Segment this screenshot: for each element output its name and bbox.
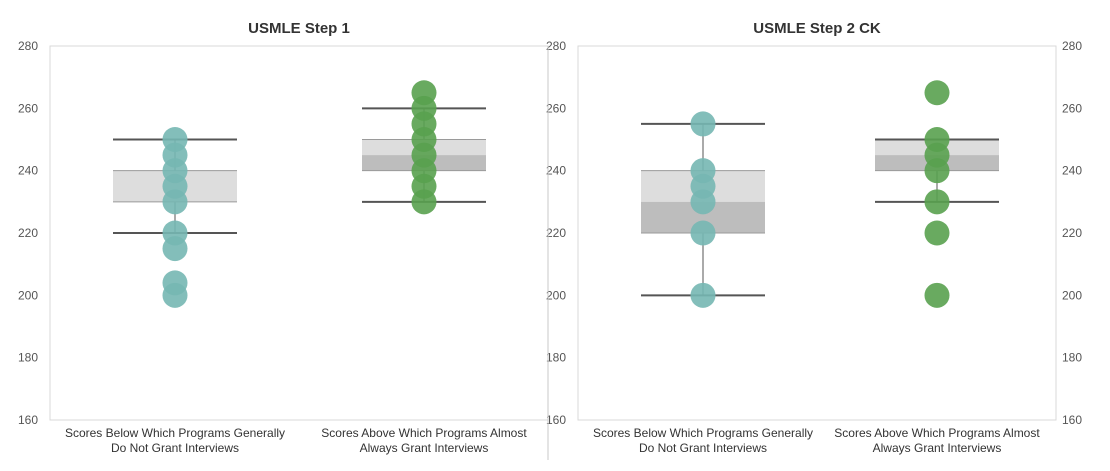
- y-tick-label: 180: [18, 351, 38, 365]
- y-tick-label: 220: [18, 226, 38, 240]
- y-tick-label: 260: [18, 101, 38, 115]
- data-point: [162, 220, 188, 246]
- y-tick-label: 260: [546, 101, 566, 115]
- x-category-label: Scores Above Which Programs Almost: [321, 426, 527, 440]
- panel-usmle-step-2-ck: USMLE Step 2 CK 160 160 180 180 200 200 220 220 2…: [546, 20, 1082, 455]
- chart-title: USMLE Step 1: [248, 20, 350, 37]
- x-category-label: Always Grant Interviews: [360, 441, 489, 455]
- y-tick-label: 240: [546, 164, 566, 178]
- y-tick-label-right: 200: [1062, 288, 1082, 302]
- y-tick-label-right: 280: [1062, 39, 1082, 53]
- series-above: [875, 80, 999, 308]
- y-tick-label: 280: [18, 39, 38, 53]
- data-point: [690, 282, 716, 308]
- data-point: [924, 282, 950, 308]
- x-category-label: Do Not Grant Interviews: [639, 441, 767, 455]
- x-category-label: Always Grant Interviews: [873, 441, 1002, 455]
- data-point: [690, 220, 716, 246]
- series-above: [362, 80, 486, 215]
- data-point: [690, 111, 716, 137]
- plot-frame: [577, 45, 1057, 421]
- data-point: [924, 127, 950, 152]
- panel-usmle-step-1: USMLE Step 1 160 180 200 220 240 260 280 Scores …: [18, 20, 549, 455]
- y-tick-label-right: 260: [1062, 101, 1082, 115]
- y-tick-label: 240: [18, 164, 38, 178]
- chart-title: USMLE Step 2 CK: [753, 20, 881, 37]
- x-category-label: Do Not Grant Interviews: [111, 441, 239, 455]
- data-point: [411, 80, 437, 106]
- x-category-label: Scores Above Which Programs Almost: [834, 426, 1040, 440]
- y-tick-label: 220: [546, 226, 566, 240]
- y-tick-label-right: 180: [1062, 351, 1082, 365]
- data-point: [690, 158, 716, 184]
- data-point: [924, 80, 950, 106]
- x-category-label: Scores Below Which Programs Generally: [65, 426, 285, 440]
- x-category-label: Scores Below Which Programs Generally: [593, 426, 813, 440]
- y-tick-label-right: 240: [1062, 164, 1082, 178]
- y-tick-label: 200: [546, 288, 566, 302]
- y-tick-label-right: 220: [1062, 226, 1082, 240]
- y-tick-label: 280: [546, 39, 566, 53]
- y-tick-label: 160: [18, 413, 38, 427]
- y-tick-label-right: 160: [1062, 413, 1082, 427]
- data-point: [162, 127, 188, 152]
- series-below: [641, 111, 765, 308]
- data-point: [162, 270, 188, 296]
- data-point: [924, 189, 950, 215]
- y-tick-label: 200: [18, 288, 38, 302]
- y-tick-label: 180: [546, 351, 566, 365]
- series-below: [113, 127, 237, 308]
- y-tick-label: 160: [546, 413, 566, 427]
- data-point: [924, 220, 950, 246]
